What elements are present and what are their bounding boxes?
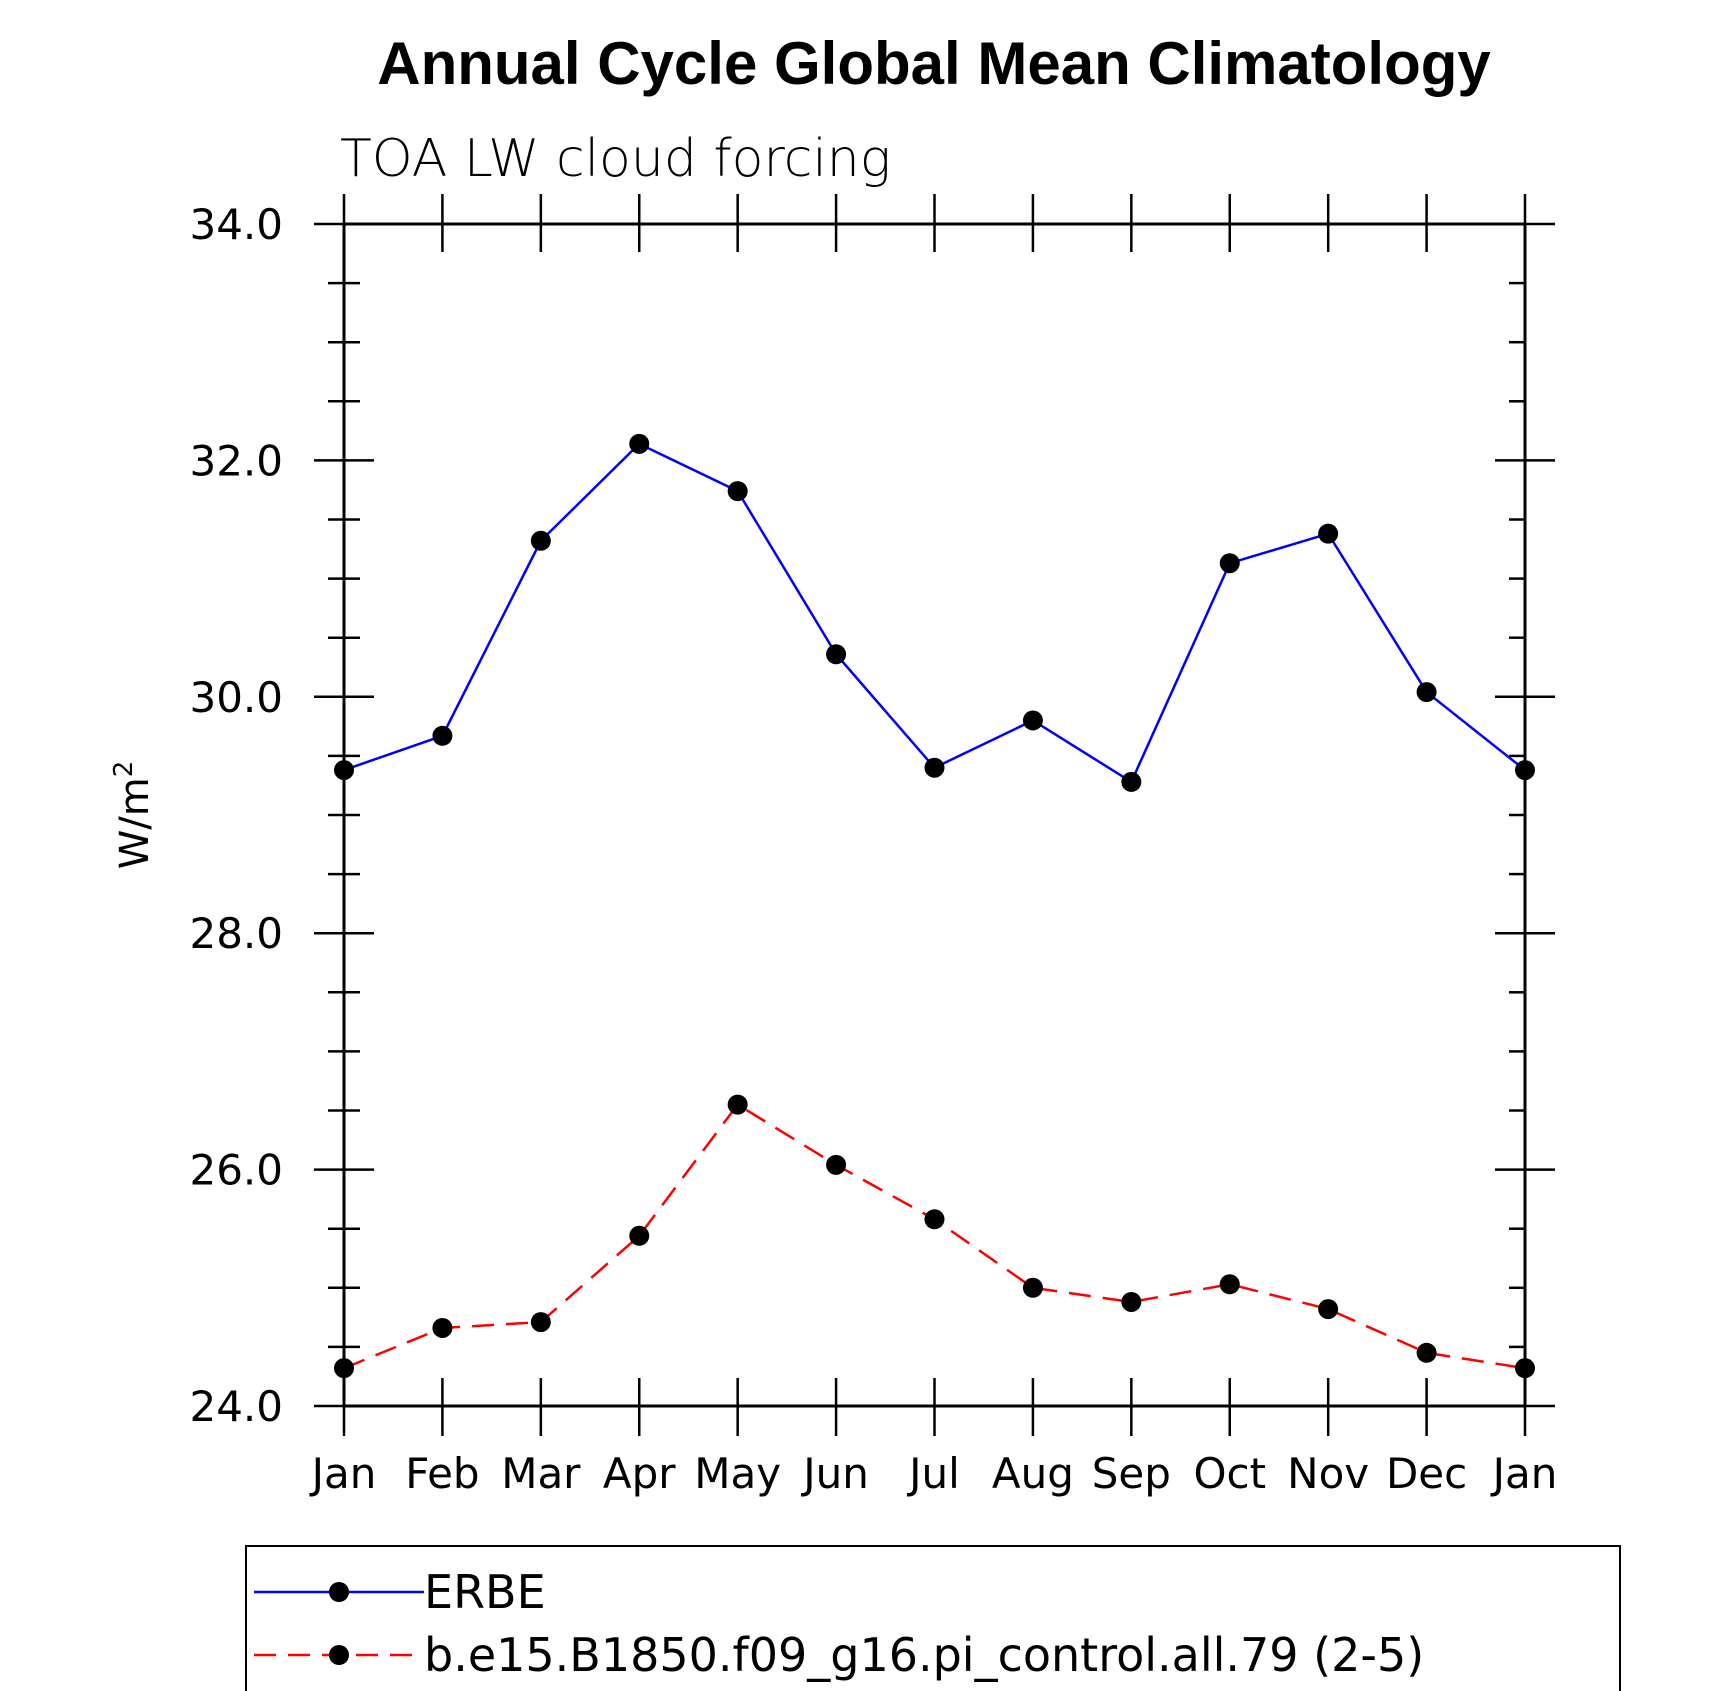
y-tick-label: 30.0 — [189, 673, 283, 722]
data-point — [530, 1312, 551, 1333]
x-tick-label: May — [694, 1449, 781, 1498]
data-point — [1318, 523, 1339, 544]
data-point — [1219, 553, 1240, 574]
x-tick-label: Sep — [1092, 1449, 1171, 1498]
legend-label: ERBE — [424, 1565, 546, 1619]
x-tick-label: Jun — [800, 1449, 869, 1498]
legend-marker — [329, 1582, 349, 1602]
chart-title: Annual Cycle Global Mean Climatology — [377, 30, 1491, 97]
x-tick-label: Mar — [501, 1449, 581, 1498]
data-point — [334, 1358, 354, 1379]
y-tick-label: 32.0 — [189, 436, 283, 485]
x-tick-label: Jan — [1490, 1449, 1558, 1498]
series-layer — [334, 433, 1535, 1379]
x-tick-label: Aug — [992, 1449, 1074, 1498]
data-point — [1022, 1277, 1043, 1298]
x-axis: Jan Feb Mar Apr May Jun Jul Aug Sep Oct Nov Dec Jan — [309, 194, 1558, 1498]
series-line-1 — [343, 1102, 1526, 1370]
series-line-0 — [343, 442, 1526, 784]
y-tick-label: 24.0 — [189, 1382, 283, 1431]
data-point — [530, 530, 551, 551]
chart-subtitle: TOA LW cloud forcing — [340, 129, 891, 189]
y-tick-label: 28.0 — [189, 909, 283, 958]
y-tick-label: 26.0 — [189, 1146, 283, 1195]
data-point — [1121, 771, 1142, 792]
y-tick-label: 34.0 — [189, 200, 283, 249]
x-tick-label: Apr — [603, 1449, 676, 1498]
data-point — [1318, 1299, 1339, 1320]
data-point — [334, 760, 354, 781]
plot-area: 24.0 26.0 28.0 30.0 32.0 34.0 Jan Feb Mar Apr May… — [189, 194, 1557, 1498]
legend-box — [245, 1545, 1621, 1691]
data-point — [727, 481, 748, 502]
x-tick-label: Jan — [309, 1449, 377, 1498]
legend-label: b.e15.B1850.f09_g16.pi_control.all.79 (2… — [424, 1628, 1424, 1682]
x-tick-label: Jul — [906, 1449, 960, 1498]
y-axis-label-base: W/m — [112, 777, 158, 869]
x-tick-label: Dec — [1386, 1449, 1467, 1498]
data-point — [1416, 682, 1437, 703]
data-point — [924, 1209, 945, 1230]
data-point — [1022, 710, 1043, 731]
data-point — [1515, 760, 1535, 781]
x-tick-label: Nov — [1287, 1449, 1369, 1498]
data-point — [727, 1094, 748, 1115]
data-point — [826, 1154, 847, 1175]
data-point — [826, 644, 847, 665]
data-point — [432, 725, 453, 746]
legend-items: ERBE b.e15.B1850.f09_g16.pi_control.all.7… — [254, 1565, 1424, 1682]
data-point — [1416, 1342, 1437, 1363]
y-axis-label-superscript: 2 — [109, 761, 139, 778]
legend-marker — [329, 1645, 349, 1665]
data-point — [1515, 1358, 1535, 1379]
data-point — [1121, 1291, 1142, 1312]
data-point — [629, 433, 650, 454]
data-point — [1219, 1274, 1240, 1295]
y-axis-label: W/m2 — [109, 761, 158, 870]
x-tick-label: Oct — [1193, 1449, 1266, 1498]
data-point — [432, 1317, 453, 1338]
data-point — [924, 757, 945, 778]
legend: ERBE b.e15.B1850.f09_g16.pi_control.all.7… — [245, 1545, 1621, 1691]
data-point — [629, 1225, 650, 1246]
x-tick-label: Feb — [405, 1449, 479, 1498]
y-axis: 24.0 26.0 28.0 30.0 32.0 34.0 — [189, 200, 1555, 1431]
